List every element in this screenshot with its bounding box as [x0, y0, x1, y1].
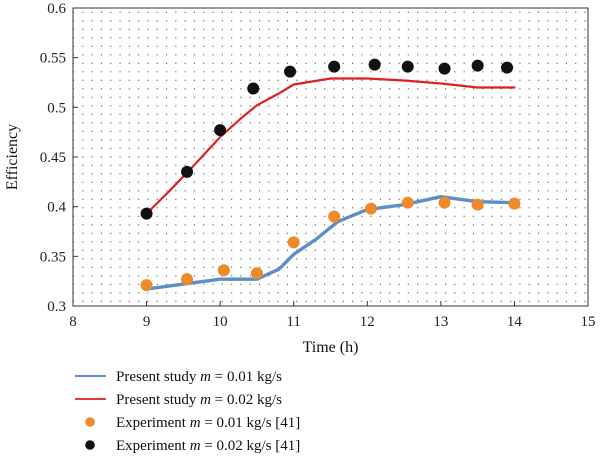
- data-point: [328, 60, 341, 73]
- legend-marker-swatch: [85, 417, 95, 427]
- data-point: [471, 198, 484, 211]
- legend-item: Present study m = 0.01 kg/s: [75, 369, 282, 385]
- series-line: [144, 194, 517, 291]
- data-point: [401, 196, 414, 209]
- data-point: [471, 59, 484, 72]
- legend-item: Experiment m = 0.02 kg/s [41]: [85, 438, 300, 454]
- series-4: [140, 58, 514, 220]
- legend-label-variable: m: [190, 438, 201, 454]
- data-point: [181, 273, 194, 286]
- legend-label-suffix: = 0.01 kg/s: [211, 369, 282, 385]
- grid-dot-rows: [73, 11, 588, 302]
- grid-dots: [73, 11, 588, 302]
- data-point: [181, 165, 194, 178]
- legend-marker-swatch: [85, 440, 95, 450]
- data-point: [214, 124, 227, 137]
- x-tick-label: 10: [213, 314, 228, 330]
- x-tick-label: 15: [581, 314, 596, 330]
- series-layer: [140, 58, 521, 292]
- legend-label: Experiment m = 0.02 kg/s [41]: [116, 438, 300, 454]
- data-point: [438, 62, 451, 75]
- x-tick-label: 14: [507, 314, 523, 330]
- y-tick-label: 0.6: [47, 1, 66, 17]
- series-3: [140, 196, 521, 292]
- legend-label-prefix: Experiment: [116, 438, 190, 454]
- x-tick-label: 8: [69, 314, 77, 330]
- data-point: [401, 60, 414, 73]
- data-point: [368, 58, 381, 71]
- x-axis-label: Time (h): [303, 339, 359, 356]
- legend-item: Present study m = 0.02 kg/s: [75, 392, 282, 408]
- series-1: [144, 194, 517, 291]
- legend-label-variable: m: [190, 415, 201, 431]
- y-tick-label: 0.45: [40, 150, 66, 166]
- y-tick-label: 0.5: [47, 100, 66, 116]
- data-point: [140, 207, 153, 220]
- legend-label-variable: m: [200, 392, 211, 408]
- data-point: [501, 61, 514, 74]
- data-point: [250, 267, 263, 280]
- data-point: [508, 197, 521, 210]
- x-tick-label: 9: [143, 314, 151, 330]
- legend-item: Experiment m = 0.01 kg/s [41]: [85, 415, 300, 431]
- legend-label-suffix: = 0.01 kg/s [41]: [201, 415, 301, 431]
- legend-label: Present study m = 0.02 kg/s: [116, 392, 282, 408]
- data-point: [438, 196, 451, 209]
- data-point: [287, 236, 300, 249]
- x-tick-label: 13: [433, 314, 448, 330]
- y-tick-label: 0.3: [47, 299, 66, 315]
- y-axis-label: Efficiency: [4, 124, 21, 190]
- y-tick-label: 0.55: [40, 51, 66, 67]
- legend-label-variable: m: [200, 369, 211, 385]
- series-line: [145, 77, 516, 215]
- y-tick-label: 0.4: [47, 200, 66, 216]
- legend-label-prefix: Present study: [116, 369, 200, 385]
- data-point: [217, 264, 230, 277]
- y-tick-label: 0.35: [40, 249, 66, 265]
- legend-label-prefix: Present study: [116, 392, 200, 408]
- data-point: [328, 210, 341, 223]
- legend-label-suffix: = 0.02 kg/s: [211, 392, 282, 408]
- data-point: [247, 82, 260, 95]
- x-tick-label: 11: [286, 314, 300, 330]
- data-point: [140, 279, 153, 292]
- legend-label: Experiment m = 0.01 kg/s [41]: [116, 415, 300, 431]
- data-point: [364, 202, 377, 215]
- axis-ticks: 8 9 10 11 12 13 14 15 0.3 0.35 0.4 0.45 0.5 0.55 0.6: [40, 1, 596, 330]
- legend-label-prefix: Experiment: [116, 415, 190, 431]
- legend-label: Present study m = 0.01 kg/s: [116, 369, 282, 385]
- data-point: [284, 65, 297, 78]
- legend-label-suffix: = 0.02 kg/s [41]: [201, 438, 301, 454]
- x-tick-label: 12: [360, 314, 375, 330]
- series-2: [145, 77, 516, 215]
